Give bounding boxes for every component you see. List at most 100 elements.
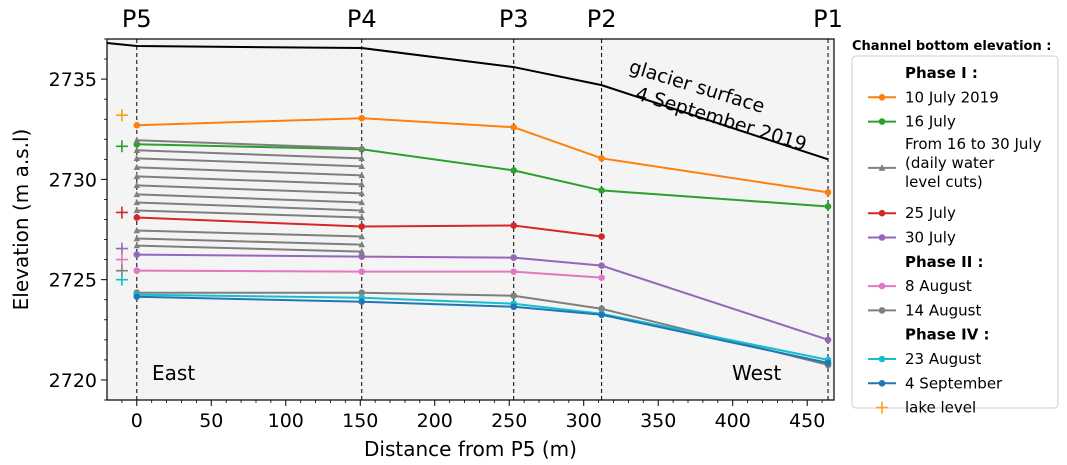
y-tick-label: 2735: [49, 69, 97, 91]
level-cut-1-point: [358, 144, 365, 152]
series-2-point: [598, 187, 605, 194]
series-5-point: [510, 254, 518, 261]
station-label-p3: P3: [499, 5, 529, 33]
series-4-point: [598, 233, 605, 240]
series-1-point: [824, 189, 832, 196]
station-label-p2: P2: [587, 5, 617, 33]
level-cut-11-point: [133, 234, 141, 242]
level-cut-10-line: [136, 229, 362, 238]
y-tick-label: 2725: [49, 270, 97, 292]
legend-header: Phase IV :: [905, 326, 990, 344]
level-cut-5-point: [133, 172, 141, 180]
legend-marker: [876, 401, 888, 414]
level-cut-12-point: [358, 247, 365, 255]
lake-level-marker-7: [115, 273, 128, 286]
series-6-point: [358, 268, 366, 275]
station-label-p5: P5: [122, 5, 152, 33]
series-4-point: [358, 223, 366, 230]
station-lines: P5 P4 P3 P2 P1: [122, 5, 843, 400]
legend-label: 10 July 2019: [905, 88, 999, 106]
lake-level-marker-5: [115, 253, 128, 266]
x-tick-label: 100: [268, 410, 304, 432]
x-axis-title: Distance from P5 (m): [364, 437, 577, 461]
level-cut-6-line: [136, 184, 362, 195]
station-label-p1: P1: [813, 5, 843, 33]
x-tick-label: 250: [491, 410, 527, 432]
level-cut-2-point: [358, 154, 365, 162]
series-2-point: [824, 203, 832, 210]
level-cut-7-line: [136, 193, 362, 204]
x-tick-label: 0: [131, 410, 143, 432]
lake-level-marker-1: [115, 109, 128, 122]
series-4-point: [133, 214, 141, 221]
legend: Phase I : 10 July 2019 16 July From 16 to 3…: [868, 64, 1042, 417]
x-tick-label: 450: [789, 410, 825, 432]
series-1-point: [358, 114, 366, 122]
legend-box: [851, 55, 1059, 409]
level-cut-3-point: [358, 162, 365, 170]
legend-label: lake level: [905, 399, 976, 417]
lake-level-markers: [115, 109, 128, 286]
series-6-line: [136, 269, 602, 279]
x-tick-label: 50: [199, 410, 223, 432]
lake-level-marker-2: [115, 140, 128, 153]
level-cut-5-point: [358, 180, 365, 188]
x-tick-label: 200: [417, 410, 453, 432]
legend-marker: [878, 118, 886, 125]
level-cut-7-point: [358, 198, 365, 206]
legend-label: 25 July: [905, 204, 956, 222]
station-label-p4: P4: [347, 5, 377, 33]
legend-label: 14 August: [905, 301, 981, 319]
x-tick-label: 350: [640, 410, 676, 432]
legend-label: 4 September: [905, 374, 1003, 392]
level-cut-4-line: [136, 166, 362, 177]
series-7-point: [510, 292, 518, 300]
series-5-point: [824, 336, 832, 344]
series-1-point: [133, 121, 141, 129]
legend-label: 30 July: [905, 229, 956, 247]
series-5-point: [133, 251, 141, 258]
legend-label: 16 July: [905, 113, 956, 131]
legend-label: level cuts): [905, 173, 983, 191]
x-tick-label: 150: [342, 410, 378, 432]
level-cut-12-point: [133, 241, 141, 249]
legend-marker: [878, 355, 886, 363]
level-cut-5-line: [136, 175, 362, 186]
axes: 0 50 100 150 200 250 300 350 400 450 2720 2725 2730 2…: [49, 38, 825, 432]
level-cut-9-point: [133, 206, 141, 214]
legend-header: Phase II :: [905, 253, 984, 271]
series-5-point: [358, 253, 366, 260]
level-cut-8-line: [136, 201, 362, 212]
level-cut-9-point: [358, 213, 365, 221]
x-tick-label: 400: [715, 410, 751, 432]
legend-label: (daily water: [905, 154, 995, 172]
level-cut-3-line: [136, 157, 362, 168]
legend-marker: [878, 209, 886, 217]
series-9-point: [824, 359, 832, 367]
level-cut-9-line: [136, 209, 362, 219]
series-1-point: [510, 123, 518, 131]
level-cut-3-point: [133, 154, 141, 162]
lake-level-marker-4: [115, 242, 128, 255]
level-cut-1-line: [136, 139, 362, 150]
legend-marker: [878, 282, 886, 290]
level-cut-1-point: [133, 136, 141, 143]
series-1-point: [598, 155, 605, 162]
level-cut-2-line: [136, 149, 362, 160]
level-cut-10-point: [358, 232, 365, 240]
level-cut-8-point: [358, 206, 365, 214]
series-4-line: [136, 216, 602, 238]
level-cut-12-line: [136, 244, 362, 253]
legend-marker: [878, 164, 886, 171]
y-tick-label: 2720: [49, 370, 97, 392]
legend-marker: [878, 94, 886, 101]
series-6-point: [133, 267, 141, 274]
legend-marker: [878, 307, 886, 314]
series-7-point: [598, 305, 605, 313]
region-label-west: West: [732, 361, 781, 385]
plot-background: [106, 38, 835, 401]
level-cut-8-point: [133, 198, 141, 206]
series-9-point: [510, 303, 518, 311]
glacier-surface-line: [106, 42, 829, 161]
